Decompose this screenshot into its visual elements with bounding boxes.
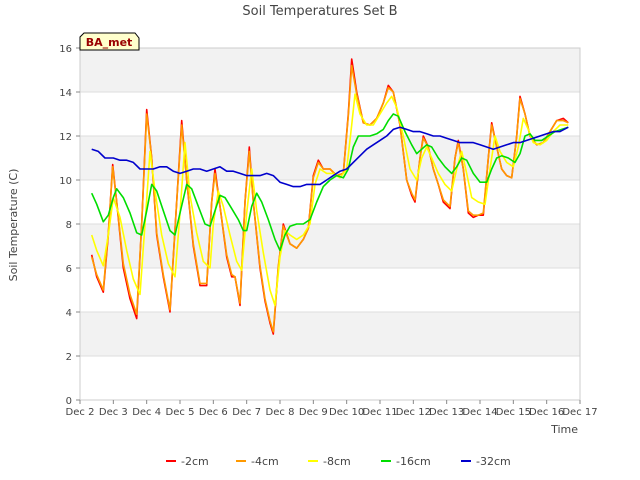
series-line-minus-32cm <box>91 126 569 188</box>
x-tick-label: Dec 15 <box>496 407 531 418</box>
x-tick-label: Dec 16 <box>529 407 564 418</box>
station-badge: BA_met <box>79 32 140 51</box>
x-tick-label: Dec 14 <box>462 407 497 418</box>
y-tick-label: 6 <box>66 264 72 275</box>
y-tick-label: 12 <box>59 132 72 143</box>
station-label: BA_met <box>86 36 133 49</box>
y-tick-label: 10 <box>59 176 72 187</box>
y-tick-label: 4 <box>66 308 72 319</box>
x-tick-label: Dec 3 <box>99 407 128 418</box>
x-tick-label: Dec 11 <box>362 407 397 418</box>
y-tick-label: 16 <box>59 44 72 55</box>
series-line-minus-4cm <box>90 64 569 333</box>
legend-label: -4cm <box>251 455 279 468</box>
legend-label: -2cm <box>181 455 209 468</box>
x-tick-label: Dec 13 <box>429 407 464 418</box>
y-axis-label: Soil Temperature (C) <box>7 169 20 282</box>
x-tick-label: Dec 8 <box>266 407 295 418</box>
background-band <box>80 48 580 92</box>
legend-label: -16cm <box>396 455 431 468</box>
y-tick-label: 2 <box>66 352 72 363</box>
y-tick-label: 14 <box>59 88 72 99</box>
legend-label: -32cm <box>476 455 511 468</box>
series-lines <box>90 58 569 335</box>
x-tick-label: Dec 6 <box>199 407 228 418</box>
x-tick-label: Dec 5 <box>166 407 195 418</box>
x-tick-label: Dec 12 <box>396 407 431 418</box>
x-tick-label: Dec 9 <box>299 407 328 418</box>
y-tick-label: 8 <box>66 220 72 231</box>
x-tick-label: Dec 4 <box>132 407 161 418</box>
x-axis-label: Time <box>550 423 578 436</box>
x-axis-ticks: Dec 2 Dec 3 Dec 4 Dec 5 Dec 6 Dec 7 Dec 8 Dec 9… <box>66 400 598 418</box>
y-axis-ticks: 0 2 4 6 8 10 12 14 16 <box>59 44 80 407</box>
x-tick-label: Dec 17 <box>562 407 597 418</box>
legend: -2cm -4cm -8cm -16cm -32cm <box>166 455 511 468</box>
station-badge-box <box>79 32 140 51</box>
series-line-minus-8cm <box>90 93 569 307</box>
y-tick-label: 0 <box>66 396 72 407</box>
x-tick-label: Dec 10 <box>329 407 364 418</box>
background-band <box>80 224 580 268</box>
chart-title: Soil Temperatures Set B <box>242 4 397 19</box>
series-line-minus-16cm <box>90 113 569 252</box>
series-line-minus-2cm <box>90 58 569 335</box>
legend-label: -8cm <box>323 455 351 468</box>
x-tick-label: Dec 7 <box>232 407 261 418</box>
x-tick-label: Dec 2 <box>66 407 95 418</box>
background-band <box>80 312 580 356</box>
